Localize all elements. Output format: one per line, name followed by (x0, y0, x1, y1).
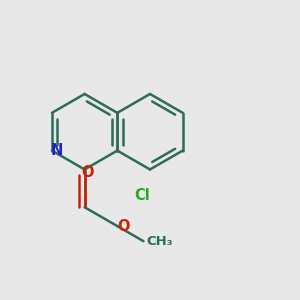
Text: Cl: Cl (135, 188, 150, 203)
Text: N: N (51, 143, 64, 158)
Text: CH₃: CH₃ (147, 235, 173, 248)
Text: O: O (81, 165, 94, 180)
Text: O: O (117, 219, 130, 234)
